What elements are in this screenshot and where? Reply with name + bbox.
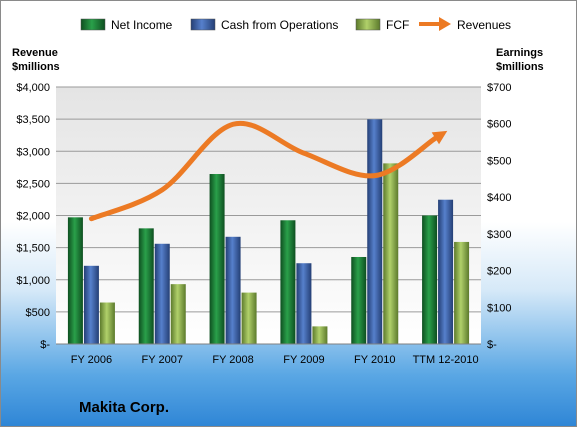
right-tick-label: $600 (487, 119, 511, 131)
x-tick-label: FY 2008 (212, 354, 253, 366)
left-tick-label: $- (40, 339, 50, 351)
bar (170, 284, 186, 344)
bar (209, 174, 225, 344)
right-axis-title: Earnings $millions (496, 46, 544, 74)
bar (99, 302, 115, 344)
x-tick-label: TTM 12-2010 (413, 354, 479, 366)
bar (138, 228, 154, 344)
legend-label: Cash from Operations (221, 18, 338, 32)
bar (296, 263, 312, 344)
legend: Net Income Cash from Operations FCF Revenue… (80, 17, 511, 32)
left-axis-title-line2: $millions (12, 61, 60, 73)
bar (383, 163, 399, 344)
legend-swatch (80, 18, 106, 31)
left-tick-label: $2,500 (16, 178, 50, 190)
right-tick-label: $400 (487, 192, 511, 204)
right-tick-label: $300 (487, 229, 511, 241)
bar (454, 241, 470, 344)
bar (367, 119, 383, 345)
legend-label: Revenues (457, 18, 511, 32)
left-tick-label: $1,000 (16, 275, 50, 287)
right-tick-label: $100 (487, 302, 511, 314)
gridlines (56, 86, 481, 313)
bars (67, 119, 470, 345)
legend-label: FCF (386, 18, 409, 32)
bar (67, 217, 83, 344)
left-axis-title-line1: Revenue (12, 47, 58, 59)
revenue-line (88, 120, 438, 222)
right-tick-label: $700 (487, 82, 511, 94)
legend-label: Net Income (111, 18, 173, 32)
right-tick-label: $500 (487, 155, 511, 167)
left-tick-label: $4,000 (16, 82, 50, 94)
left-axis-title: Revenue $millions (12, 46, 60, 74)
legend-swatch (355, 18, 381, 31)
left-axis-ticks: $- $500 $1,000 $1,500 $2,000 $2,500 $3,000 $3,5… (16, 82, 50, 351)
left-tick-label: $3,500 (16, 114, 50, 126)
bar (241, 292, 257, 344)
x-tick-label: FY 2006 (71, 354, 112, 366)
company-name: Makita Corp. (79, 399, 170, 416)
right-tick-label: $- (487, 339, 497, 351)
bar (351, 256, 367, 344)
bar (154, 243, 170, 344)
x-tick-label: FY 2007 (142, 354, 183, 366)
legend-swatch-arrow (439, 17, 451, 31)
left-tick-label: $500 (26, 307, 50, 319)
bar (312, 326, 328, 344)
right-axis-ticks: $- $100 $200 $300 $400 $500 $600 $700 (487, 82, 511, 351)
right-tick-label: $200 (487, 266, 511, 278)
x-axis-ticks: FY 2006 FY 2007 FY 2008 FY 2009 FY 2010 TTM 1… (71, 354, 479, 366)
x-tick-label: FY 2009 (283, 354, 324, 366)
bar (225, 236, 241, 344)
x-tick-label: FY 2010 (354, 354, 395, 366)
bar (438, 199, 454, 344)
revenue-arrowhead (431, 130, 448, 145)
right-axis-title-line2: $millions (496, 61, 544, 73)
bar (280, 220, 296, 344)
bar (83, 265, 99, 344)
right-axis-title-line1: Earnings (496, 47, 544, 59)
left-tick-label: $3,000 (16, 146, 50, 158)
bar (422, 215, 438, 344)
left-tick-label: $1,500 (16, 243, 50, 255)
left-tick-label: $2,000 (16, 211, 50, 223)
legend-swatch (190, 18, 216, 31)
